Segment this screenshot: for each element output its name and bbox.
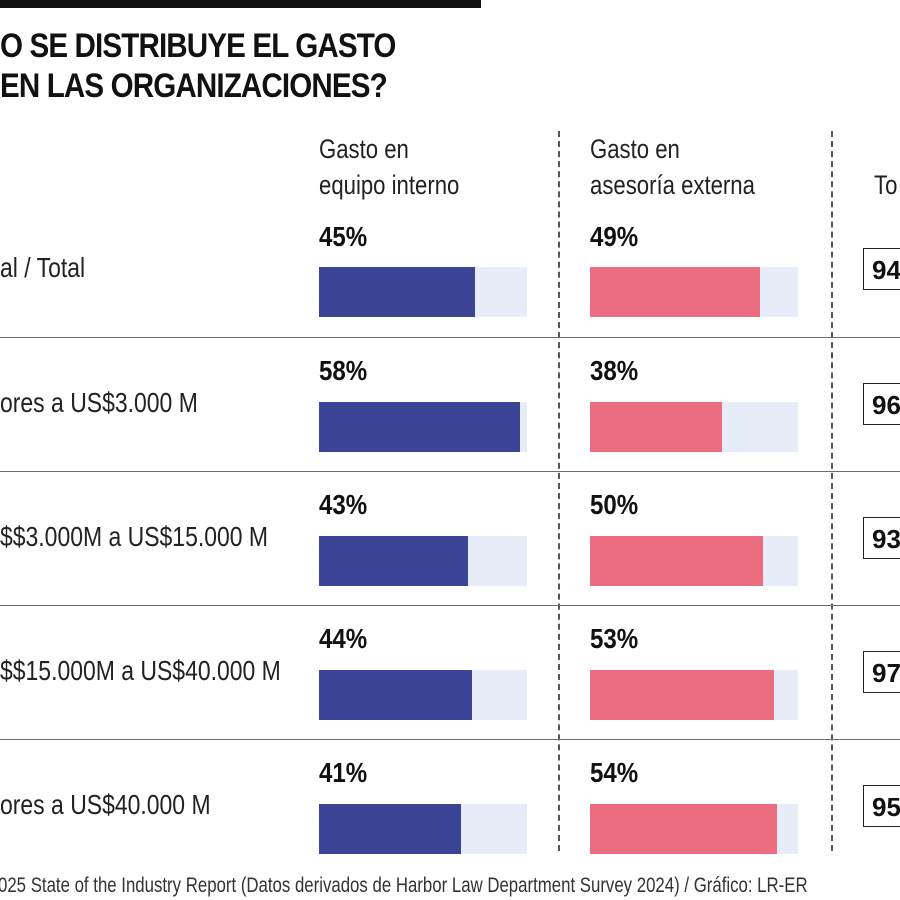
external-bar-track bbox=[590, 804, 798, 854]
external-bar-track bbox=[590, 670, 798, 720]
internal-bar-track bbox=[319, 536, 527, 586]
title-top-rule bbox=[0, 0, 481, 8]
total-value-box: 93 bbox=[863, 517, 900, 559]
column-header-internal: Gasto en equipo interno bbox=[319, 131, 459, 203]
internal-bar bbox=[319, 670, 472, 720]
row-label: $$15.000M a US$40.000 M bbox=[0, 655, 281, 686]
external-bar bbox=[590, 804, 777, 854]
total-value-box: 97 bbox=[863, 651, 900, 693]
external-percent-label: 38% bbox=[590, 355, 639, 386]
internal-bar bbox=[319, 267, 475, 317]
row-label: al / Total bbox=[0, 252, 86, 283]
column-header-total: To bbox=[874, 170, 898, 200]
column-header-external: Gasto en asesoría externa bbox=[590, 131, 755, 203]
external-percent-label: 50% bbox=[590, 489, 639, 520]
row-divider bbox=[0, 739, 900, 740]
column-header-internal-line-1: Gasto en bbox=[319, 134, 409, 164]
external-percent-label: 49% bbox=[590, 221, 639, 252]
chart-row: $$3.000M a US$15.000 M 43% 50% 93 bbox=[0, 476, 900, 610]
internal-bar-track bbox=[319, 267, 527, 317]
row-divider bbox=[0, 605, 900, 606]
external-bar bbox=[590, 267, 760, 317]
internal-bar bbox=[319, 804, 461, 854]
external-bar bbox=[590, 402, 722, 452]
internal-percent-label: 41% bbox=[319, 757, 368, 788]
column-divider-1 bbox=[558, 131, 560, 851]
column-header-external-line-1: Gasto en bbox=[590, 134, 680, 164]
external-bar-track bbox=[590, 402, 798, 452]
total-value-box: 94 bbox=[863, 248, 900, 290]
chart-row: ores a US$3.000 M 58% 38% 96 bbox=[0, 342, 900, 476]
row-label: ores a US$3.000 M bbox=[0, 387, 198, 418]
chart-row: $$15.000M a US$40.000 M 44% 53% 97 bbox=[0, 610, 900, 744]
row-label: ores a US$40.000 M bbox=[0, 789, 211, 820]
row-divider bbox=[0, 337, 900, 338]
column-header-external-line-2: asesoría externa bbox=[590, 170, 755, 200]
internal-bar-track bbox=[319, 804, 527, 854]
chart-title-line-2: EN LAS ORGANIZACIONES? bbox=[0, 67, 388, 105]
external-bar-track bbox=[590, 267, 798, 317]
row-divider bbox=[0, 471, 900, 472]
internal-percent-label: 44% bbox=[319, 623, 368, 654]
external-bar bbox=[590, 670, 774, 720]
chart-title-line-1: O SE DISTRIBUYE EL GASTO bbox=[0, 27, 396, 65]
internal-bar bbox=[319, 536, 468, 586]
internal-bar bbox=[319, 402, 520, 452]
internal-percent-label: 45% bbox=[319, 221, 368, 252]
chart-row: al / Total 45% 49% 94 bbox=[0, 207, 900, 341]
internal-percent-label: 43% bbox=[319, 489, 368, 520]
internal-bar-track bbox=[319, 670, 527, 720]
column-header-internal-line-2: equipo interno bbox=[319, 170, 460, 200]
internal-bar-track bbox=[319, 402, 527, 452]
external-percent-label: 54% bbox=[590, 757, 639, 788]
internal-percent-label: 58% bbox=[319, 355, 368, 386]
source-note: 025 State of the Industry Report (Datos … bbox=[0, 874, 808, 897]
chart-row: ores a US$40.000 M 41% 54% 95 bbox=[0, 744, 900, 878]
total-value-box: 95 bbox=[863, 785, 900, 827]
column-divider-2 bbox=[831, 131, 833, 851]
external-percent-label: 53% bbox=[590, 623, 639, 654]
external-bar bbox=[590, 536, 763, 586]
total-value-box: 96 bbox=[863, 383, 900, 425]
row-label: $$3.000M a US$15.000 M bbox=[0, 521, 269, 552]
external-bar-track bbox=[590, 536, 798, 586]
